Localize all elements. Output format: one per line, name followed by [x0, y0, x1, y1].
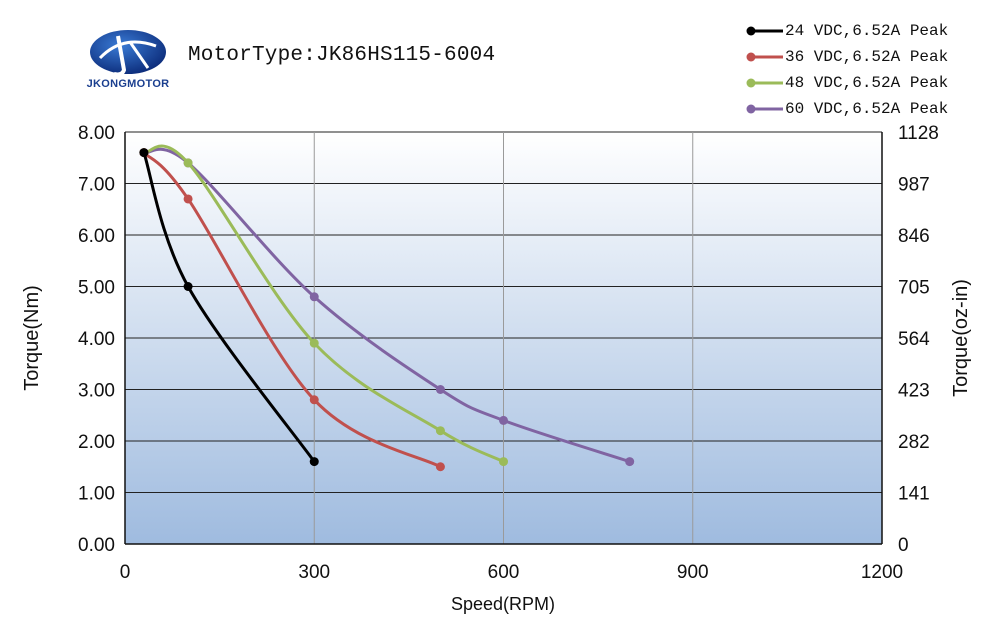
- y2-tick-label: 987: [898, 175, 930, 196]
- legend-label: 60 VDC,6.52A Peak: [785, 100, 949, 118]
- y2-axis-label: Torque(oz-in): [950, 279, 972, 397]
- jkongmotor-logo-icon: [90, 30, 166, 77]
- y-tick-label: 5.00: [78, 278, 115, 299]
- legend-item: 24 VDC,6.52A Peak: [745, 18, 948, 44]
- x-tick-label: 900: [677, 562, 709, 583]
- data-point: [183, 194, 193, 204]
- legend-item: 60 VDC,6.52A Peak: [745, 96, 948, 122]
- y2-tick-label: 141: [898, 484, 930, 505]
- x-tick-label: 600: [488, 562, 520, 583]
- series-line-0: [142, 152, 316, 463]
- data-point: [309, 292, 319, 302]
- data-point: [309, 338, 319, 348]
- data-point: [309, 395, 319, 405]
- y2-tick-label: 705: [898, 278, 930, 299]
- y-tick-label: 7.00: [78, 175, 115, 196]
- y2-tick-label: 282: [898, 432, 930, 453]
- x-axis-label: Speed(RPM): [451, 594, 555, 614]
- y2-tick-label: 564: [898, 329, 930, 350]
- brand-name: JKONGMOTOR: [86, 78, 170, 90]
- data-point: [139, 148, 149, 158]
- data-point: [183, 158, 193, 168]
- legend-swatch: [746, 104, 783, 114]
- y-tick-label: 0.00: [78, 535, 115, 556]
- y-tick-label: 6.00: [78, 226, 115, 247]
- y-tick-label: 4.00: [78, 329, 115, 350]
- legend-swatch: [746, 52, 783, 62]
- data-point: [309, 457, 319, 467]
- motor-type-title: MotorType:JK86HS115-6004: [188, 44, 496, 67]
- legend-swatch: [746, 78, 783, 88]
- legend-swatch: [746, 26, 783, 36]
- x-tick-label: 300: [298, 562, 330, 583]
- legend-label: 48 VDC,6.52A Peak: [785, 74, 949, 92]
- data-point: [625, 457, 635, 467]
- y2-tick-label: 423: [898, 381, 930, 402]
- x-tick-label: 1200: [861, 562, 903, 583]
- data-point: [435, 462, 445, 472]
- data-point: [499, 415, 508, 425]
- y-tick-label: 8.00: [78, 123, 115, 144]
- y2-tick-label: 1128: [898, 123, 939, 144]
- data-point: [435, 385, 445, 394]
- y-tick-label: 2.00: [78, 432, 115, 453]
- legend: 24 VDC,6.52A Peak 36 VDC,6.52A Peak 48 VDC…: [745, 18, 948, 122]
- y2-tick-label: 0: [898, 535, 909, 556]
- legend-label: 24 VDC,6.52A Peak: [785, 22, 949, 40]
- header: JKONGMOTOR MotorType:JK86HS115-6004 24 V…: [0, 0, 1000, 120]
- data-point: [499, 457, 508, 467]
- legend-item: 36 VDC,6.52A Peak: [745, 44, 948, 70]
- legend-item: 48 VDC,6.52A Peak: [745, 70, 948, 96]
- y-axis-label: Torque(Nm): [21, 285, 43, 391]
- legend-label: 36 VDC,6.52A Peak: [785, 48, 949, 66]
- x-tick-label: 0: [120, 562, 131, 583]
- series-line-1: [142, 151, 442, 469]
- y-tick-label: 1.00: [78, 484, 115, 505]
- data-point: [183, 282, 193, 291]
- y-tick-label: 3.00: [78, 381, 115, 402]
- data-point: [435, 426, 445, 436]
- y2-tick-label: 846: [898, 226, 930, 247]
